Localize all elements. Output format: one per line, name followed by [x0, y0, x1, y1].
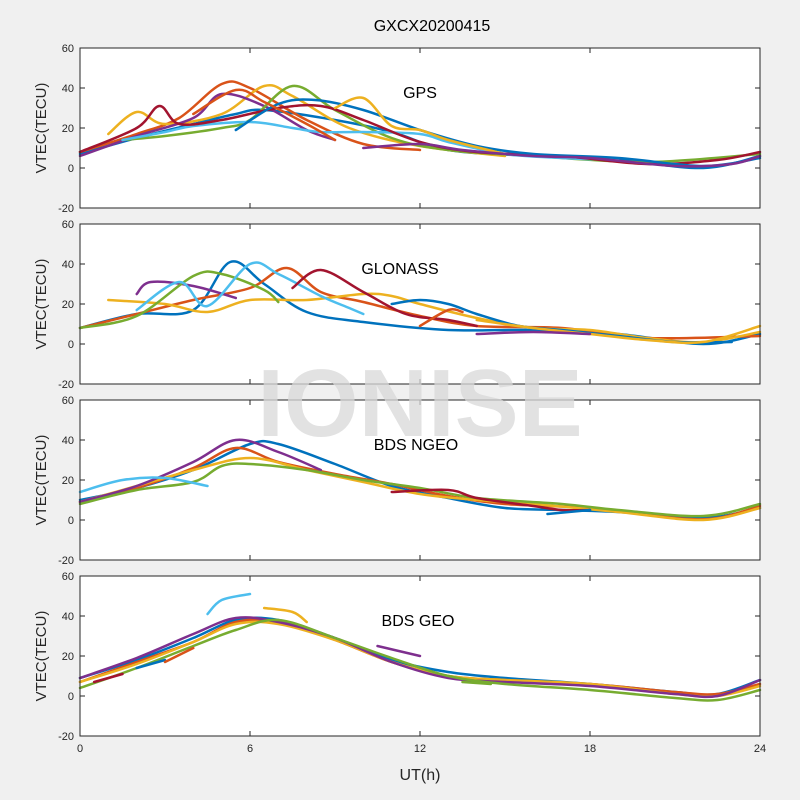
series-line-8 — [135, 658, 167, 670]
series-line-10 — [333, 96, 507, 156]
x-tick-label: 0 — [77, 743, 83, 755]
panel-annotation: BDS GEO — [382, 613, 455, 630]
y-tick-label: 60 — [62, 219, 74, 231]
y-tick-label: 40 — [62, 259, 74, 271]
y-tick-label: 0 — [68, 515, 74, 527]
series-group — [78, 592, 762, 702]
series-line-8 — [546, 508, 592, 516]
watermark: IONISE — [257, 350, 582, 457]
y-tick-label: 60 — [62, 571, 74, 583]
x-tick-label: 24 — [754, 743, 766, 755]
series-line-11 — [376, 644, 422, 658]
series-line-2 — [78, 80, 422, 154]
y-axis-label: VTEC(TECU) — [33, 259, 50, 350]
x-tick-label: 6 — [247, 743, 253, 755]
y-axis-label: VTEC(TECU) — [33, 435, 50, 526]
y-tick-label: -20 — [58, 555, 74, 567]
series-line-4 — [135, 280, 238, 300]
series-line-5 — [78, 270, 280, 330]
series-line-10 — [475, 318, 762, 345]
y-tick-label: 0 — [68, 163, 74, 175]
x-axis-label: UT(h) — [400, 767, 441, 784]
y-axis-label: VTEC(TECU) — [33, 611, 50, 702]
panel-annotation: BDS NGEO — [374, 437, 458, 454]
y-tick-label: 40 — [62, 611, 74, 623]
y-tick-label: -20 — [58, 203, 74, 215]
y-tick-label: 20 — [62, 651, 74, 663]
y-axis-label: VTEC(TECU) — [33, 83, 50, 174]
series-line-9 — [192, 88, 337, 142]
y-tick-label: 20 — [62, 299, 74, 311]
y-tick-label: 40 — [62, 435, 74, 447]
series-line-10 — [262, 606, 308, 624]
x-tick-label: 12 — [414, 743, 426, 755]
y-tick-label: 20 — [62, 123, 74, 135]
plot-area — [80, 48, 760, 208]
series-line-4 — [78, 616, 762, 699]
series-group — [78, 260, 762, 346]
y-tick-label: 40 — [62, 83, 74, 95]
series-group — [78, 438, 762, 522]
panel-1: -20 0 20 40 60 VTEC(TECU) GPS — [33, 43, 762, 215]
y-tick-label: -20 — [58, 379, 74, 391]
y-tick-label: 60 — [62, 43, 74, 55]
series-line-5 — [78, 618, 762, 702]
panel-annotation: GLONASS — [361, 261, 438, 278]
series-line-4 — [78, 438, 323, 504]
series-line-6 — [135, 261, 365, 316]
plot-area — [80, 400, 760, 560]
y-tick-label: 20 — [62, 475, 74, 487]
series-line-11 — [362, 142, 762, 168]
series-line-6 — [206, 592, 252, 616]
series-line-11 — [475, 330, 592, 336]
series-line-7 — [390, 488, 592, 512]
y-tick-label: -20 — [58, 731, 74, 743]
panel-2: -20 0 20 40 60 VTEC(TECU) GLONASS — [33, 219, 762, 391]
y-tick-label: 0 — [68, 339, 74, 351]
y-tick-label: 60 — [62, 395, 74, 407]
series-line-7 — [92, 672, 124, 684]
series-line-9 — [163, 646, 195, 664]
figure-title: GXCX20200415 — [374, 18, 491, 35]
x-tick-label: 18 — [584, 743, 596, 755]
y-tick-label: 0 — [68, 691, 74, 703]
series-line-7 — [291, 268, 478, 328]
series-line-3 — [107, 292, 762, 344]
series-line-12 — [461, 680, 493, 686]
series-group — [78, 80, 762, 170]
series-line-9 — [418, 308, 464, 328]
panel-3: -20 0 20 40 60 VTEC(TECU) BDS NGEO — [33, 395, 762, 567]
panel-annotation: GPS — [403, 85, 437, 102]
series-line-6 — [78, 476, 209, 494]
